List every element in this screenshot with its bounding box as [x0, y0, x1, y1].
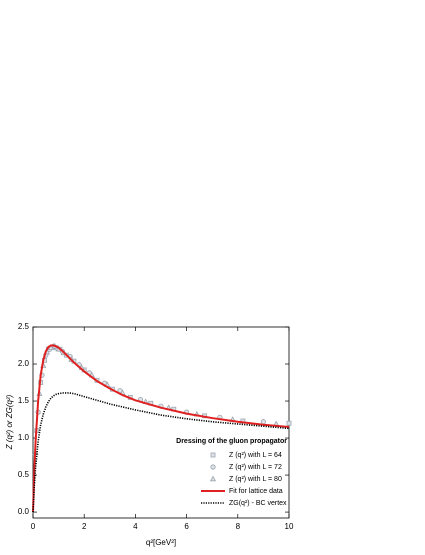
legend-title: Dressing of the gluon propagator [176, 438, 287, 445]
legend-label: Z (q²) with L = 72 [229, 464, 282, 471]
y-tick-label: 2.0 [18, 359, 30, 368]
data-point [210, 464, 216, 470]
data-point [209, 475, 217, 482]
data-point [47, 344, 55, 350]
x-tick-label: 8 [236, 522, 241, 531]
legend-label: Z (q²) with L = 64 [229, 452, 282, 459]
x-tick-label: 0 [31, 522, 36, 531]
legend-label: ZG(q²) - BC vertex [229, 500, 287, 507]
x-tick-label: 6 [184, 522, 189, 531]
x-tick-label: 2 [82, 522, 87, 531]
y-tick-label: 1.0 [18, 433, 30, 442]
y-tick-label: 1.5 [18, 396, 30, 405]
data-line [32, 392, 290, 513]
y-tick-label: 0.5 [18, 470, 30, 479]
data-point [286, 420, 292, 426]
x-tick-label: 10 [285, 522, 294, 531]
data-point [260, 419, 266, 425]
x-axis-label: q²[GeV²] [146, 538, 176, 547]
legend-label: Fit for lattice data [229, 488, 283, 495]
data-point [210, 452, 216, 458]
data-line [32, 344, 290, 513]
x-tick-label: 4 [133, 522, 138, 531]
y-tick-label: 2.5 [18, 322, 30, 331]
legend-label: Z (q²) with L = 80 [229, 476, 282, 483]
y-axis-label: Z (q²) or ZG(q²) [5, 394, 14, 450]
y-tick-label: 0.0 [18, 507, 30, 516]
